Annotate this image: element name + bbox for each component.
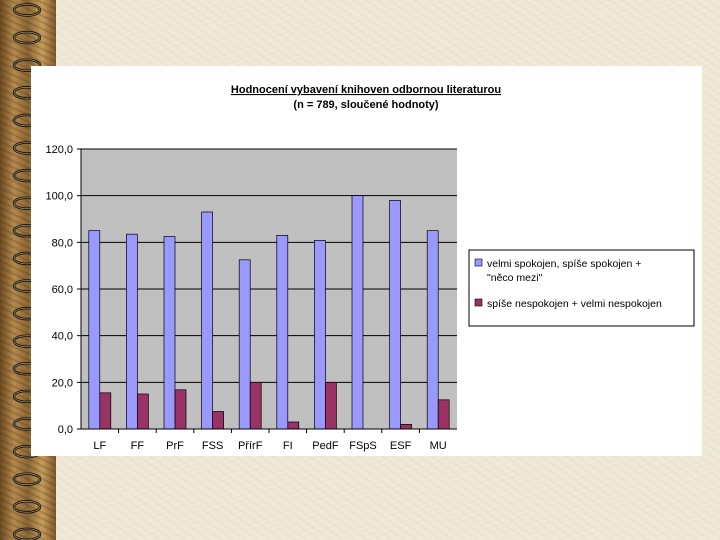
y-tick-label: 60,0 <box>52 284 73 296</box>
bar-chart: Hodnocení vybavení knihoven odbornou lit… <box>45 84 695 452</box>
bar-satisfied <box>163 236 176 430</box>
bar-dissatisfied <box>400 423 412 430</box>
y-tick-label: 40,0 <box>52 331 73 343</box>
bar-dissatisfied <box>212 411 224 430</box>
bar-satisfied <box>238 259 251 430</box>
x-tick-label: PedF <box>312 440 339 452</box>
binding-ring-highlight <box>13 528 41 540</box>
legend-label: spíše nespokojen + velmi nespokojen <box>487 298 662 310</box>
x-tick-label: ESF <box>390 440 412 452</box>
bar-dissatisfied <box>287 421 300 430</box>
legend-swatch <box>474 258 483 267</box>
binding-ring-highlight <box>13 59 41 72</box>
y-tick-label: 100,0 <box>45 191 73 203</box>
chart-subtitle: (n = 789, sloučené hodnoty) <box>293 99 439 111</box>
x-tick-label: FSS <box>202 440 223 452</box>
x-tick-label: FI <box>283 440 293 452</box>
bar-dissatisfied <box>437 399 450 430</box>
bar-dissatisfied <box>174 389 187 430</box>
bar-dissatisfied <box>99 392 112 430</box>
x-tick-label: MU <box>430 440 447 452</box>
bar-satisfied <box>276 234 289 430</box>
binding-ring-highlight <box>13 500 41 513</box>
bar-satisfied <box>314 240 326 430</box>
legend-box <box>468 249 695 327</box>
bar-satisfied <box>426 230 439 430</box>
bar-satisfied <box>126 233 138 430</box>
bar-satisfied <box>351 195 364 430</box>
binding-ring-highlight <box>13 473 41 486</box>
bar-satisfied <box>88 230 101 430</box>
bar-dissatisfied <box>137 393 149 430</box>
y-tick-label: 0,0 <box>58 424 73 436</box>
chart-slide: Hodnocení vybavení knihoven odbornou lit… <box>31 66 702 456</box>
x-tick-label: FF <box>131 440 145 452</box>
bar-satisfied <box>389 199 401 430</box>
x-tick-label: FSpS <box>349 440 377 452</box>
bar-dissatisfied <box>249 381 262 430</box>
bar-dissatisfied <box>325 381 337 430</box>
y-tick-label: 80,0 <box>52 237 73 249</box>
y-tick-label: 20,0 <box>52 377 73 389</box>
bar-satisfied <box>201 211 213 430</box>
binding-ring-highlight <box>13 4 41 16</box>
y-tick-label: 120,0 <box>45 144 73 156</box>
binding-ring-highlight <box>13 31 41 44</box>
chart-title: Hodnocení vybavení knihoven odbornou lit… <box>231 84 501 96</box>
x-tick-label: PřírF <box>238 440 263 452</box>
x-tick-label: PrF <box>166 440 184 452</box>
legend-label: velmi spokojen, spíše spokojen + <box>487 258 641 270</box>
legend-swatch <box>474 298 483 307</box>
x-tick-label: LF <box>93 440 106 452</box>
legend-label: "něco mezi" <box>487 272 543 284</box>
